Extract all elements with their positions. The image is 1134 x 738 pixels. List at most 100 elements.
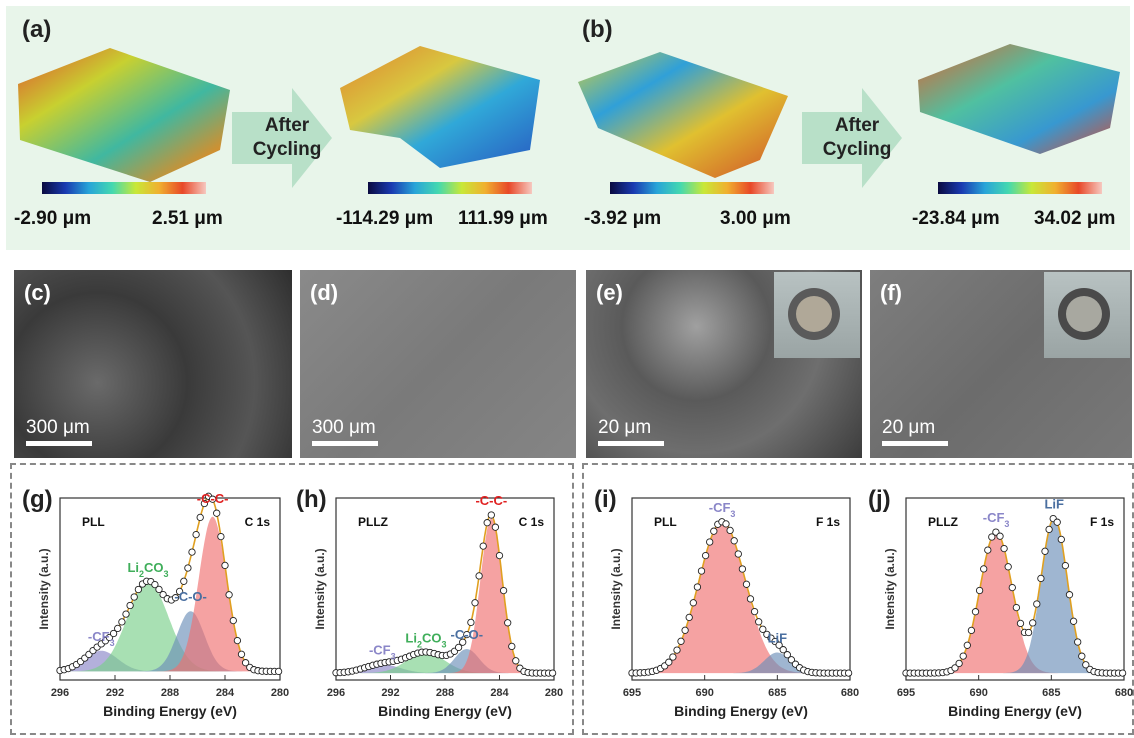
scale-bar: 20 μm	[598, 417, 664, 446]
x-tick-label: 685	[768, 687, 786, 699]
surface-b-after	[918, 44, 1120, 154]
panel-label-g: (g)	[22, 486, 53, 513]
arrow-text-cycling: Cycling	[822, 139, 892, 160]
data-point	[1082, 661, 1090, 669]
data-point	[706, 538, 714, 546]
data-point	[665, 658, 673, 666]
data-point	[184, 564, 192, 572]
data-point	[697, 567, 706, 575]
x-tick-label: 288	[161, 687, 179, 699]
data-point	[693, 583, 702, 591]
data-point	[134, 585, 143, 594]
sample-label: PLLZ	[928, 515, 958, 529]
x-tick-label: 695	[623, 687, 641, 699]
colorbar-max: 111.99 μm	[458, 208, 548, 229]
data-point	[677, 637, 685, 645]
sem-image-f: (f) 20 μm	[870, 270, 1132, 458]
peak-label: -C-C-	[475, 493, 507, 508]
x-axis-label: Binding Energy (eV)	[674, 703, 808, 719]
data-point	[1057, 535, 1065, 544]
data-point	[155, 585, 163, 594]
chart-frame	[905, 497, 1125, 681]
data-point	[1029, 619, 1037, 627]
data-point	[779, 646, 787, 654]
data-point	[180, 577, 188, 585]
data-point	[844, 669, 853, 677]
panel-label-c: (c)	[24, 280, 51, 305]
arrow-text-after: After	[264, 115, 310, 136]
data-point	[685, 613, 693, 622]
data-point	[689, 599, 697, 607]
data-point	[454, 643, 463, 652]
peak-label: -C-C-	[197, 491, 229, 506]
panel-label-j: (j)	[868, 486, 891, 513]
panel-label-b: (b)	[582, 16, 613, 43]
x-tick-label: 280	[545, 687, 563, 699]
data-point	[479, 542, 487, 550]
data-point	[681, 626, 689, 634]
data-point	[175, 587, 184, 596]
peak-fill	[906, 532, 1124, 674]
peak-fill	[60, 611, 280, 672]
data-point	[746, 595, 755, 603]
colorbar-max: 3.00 μm	[720, 208, 791, 229]
data-point	[959, 652, 967, 660]
x-tick-label: 680	[841, 687, 859, 699]
data-point	[1024, 628, 1033, 637]
peak-label: -CF3	[983, 510, 1010, 529]
data-point	[783, 651, 791, 659]
y-axis-label: Intensity (a.u.)	[313, 548, 327, 629]
sem-image-c: (c) 300 μm	[14, 270, 292, 458]
data-point	[217, 532, 225, 541]
data-point	[759, 625, 767, 633]
sample-label: PLLZ	[358, 515, 388, 529]
data-point	[971, 608, 980, 616]
scale-bar: 300 μm	[312, 417, 378, 446]
data-point	[495, 551, 504, 560]
data-point	[1033, 600, 1041, 608]
peak-label: -C-O-	[451, 627, 484, 642]
data-point	[734, 550, 742, 558]
scale-bar-label: 20 μm	[882, 417, 936, 438]
data-point	[459, 638, 467, 646]
data-point	[504, 619, 512, 627]
region-label: F 1s	[816, 515, 840, 529]
data-point	[710, 527, 718, 535]
panel-label-d: (d)	[310, 280, 339, 305]
data-point	[467, 618, 475, 627]
colorbar-min: -3.92 μm	[584, 208, 662, 229]
inset-photo	[774, 272, 860, 358]
data-point	[1078, 652, 1086, 660]
data-point	[755, 618, 763, 626]
data-point	[775, 641, 783, 649]
x-axis-label: Binding Energy (eV)	[103, 703, 237, 719]
data-point	[192, 530, 200, 539]
data-point	[512, 657, 520, 665]
data-point	[151, 580, 159, 589]
colorbar-min: -2.90 μm	[14, 208, 92, 229]
group-box-c1s	[10, 463, 574, 735]
surface-a-before	[18, 48, 230, 182]
data-point	[274, 667, 283, 676]
data-point	[1041, 547, 1049, 555]
panel-label-a: (a)	[22, 16, 52, 43]
data-point	[963, 641, 971, 649]
colorbar-max: 2.51 μm	[152, 208, 223, 229]
peak-label: LiF	[1044, 496, 1064, 511]
region-label: F 1s	[1090, 515, 1114, 529]
topography-surfaces	[18, 44, 1120, 182]
region-label: C 1s	[519, 515, 545, 529]
data-point	[669, 653, 677, 661]
data-point	[208, 495, 217, 503]
data-point	[1000, 544, 1008, 553]
x-tick-label: 288	[436, 687, 454, 699]
data-point	[114, 624, 122, 633]
surface-b-before	[578, 52, 788, 178]
data-point	[738, 565, 747, 573]
panel-label-i: (i)	[594, 486, 617, 513]
peak-fill	[906, 518, 1124, 674]
peak-fill	[336, 649, 554, 674]
scale-bar-label: 300 μm	[312, 417, 376, 438]
data-point	[118, 618, 126, 626]
data-point	[1061, 561, 1070, 570]
